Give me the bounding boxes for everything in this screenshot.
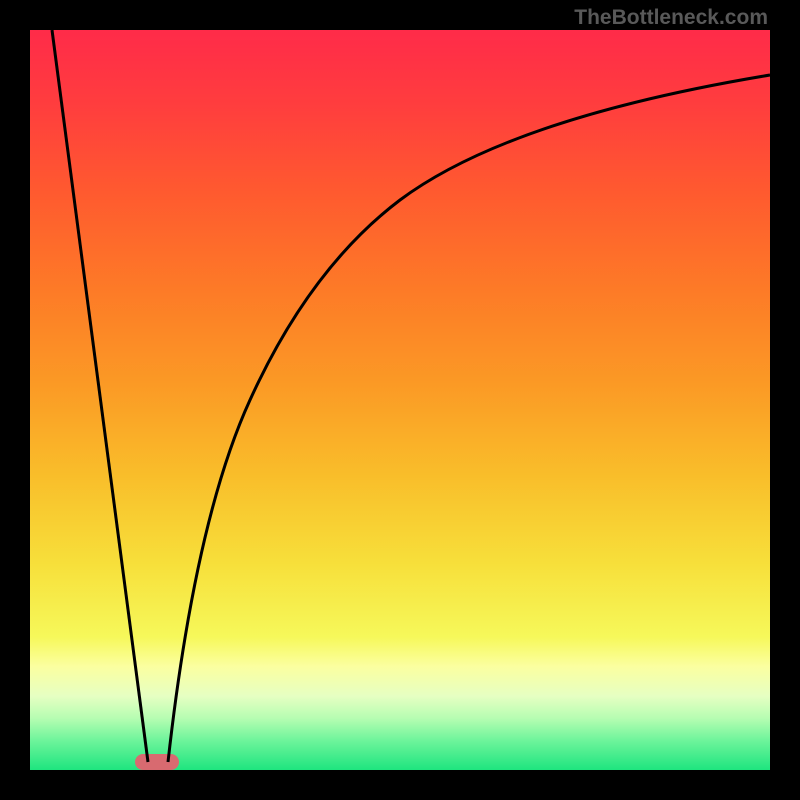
border-bottom (0, 770, 800, 800)
watermark-text: TheBottleneck.com (574, 6, 768, 30)
border-left (0, 0, 30, 800)
border-right (770, 0, 800, 800)
plot-area (30, 30, 770, 770)
chart-container: TheBottleneck.com (0, 0, 800, 800)
bottleneck-marker (135, 754, 179, 770)
